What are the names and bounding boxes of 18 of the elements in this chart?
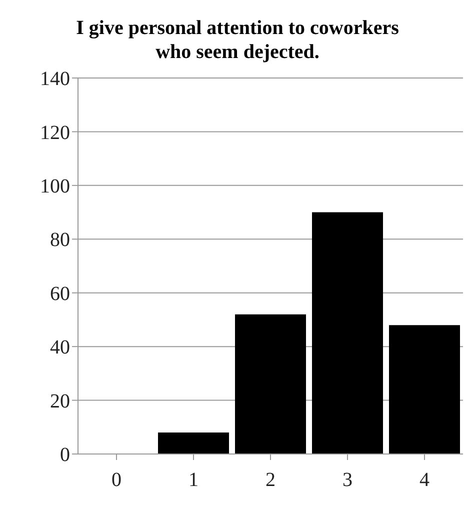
y-tick-label: 140 (40, 68, 70, 90)
chart-title: I give personal attention to coworkers who seem dejected. (75, 16, 400, 64)
x-tick-label: 1 (188, 469, 198, 492)
x-tick-label: 3 (342, 469, 352, 492)
bar (312, 212, 383, 454)
y-tick-label: 20 (50, 390, 70, 412)
x-tick-label: 2 (266, 469, 276, 492)
bar (158, 432, 229, 454)
y-tick-label: 100 (40, 176, 70, 198)
x-tick-label: 4 (420, 469, 430, 492)
y-tick-label: 60 (50, 282, 70, 305)
bar (235, 314, 306, 454)
y-tick-label: 0 (60, 444, 70, 466)
y-tick-label: 40 (50, 336, 70, 359)
x-tick-label: 0 (112, 469, 122, 492)
y-tick-label: 120 (40, 122, 70, 144)
y-tick-label: 80 (50, 229, 70, 252)
bar (389, 325, 460, 454)
